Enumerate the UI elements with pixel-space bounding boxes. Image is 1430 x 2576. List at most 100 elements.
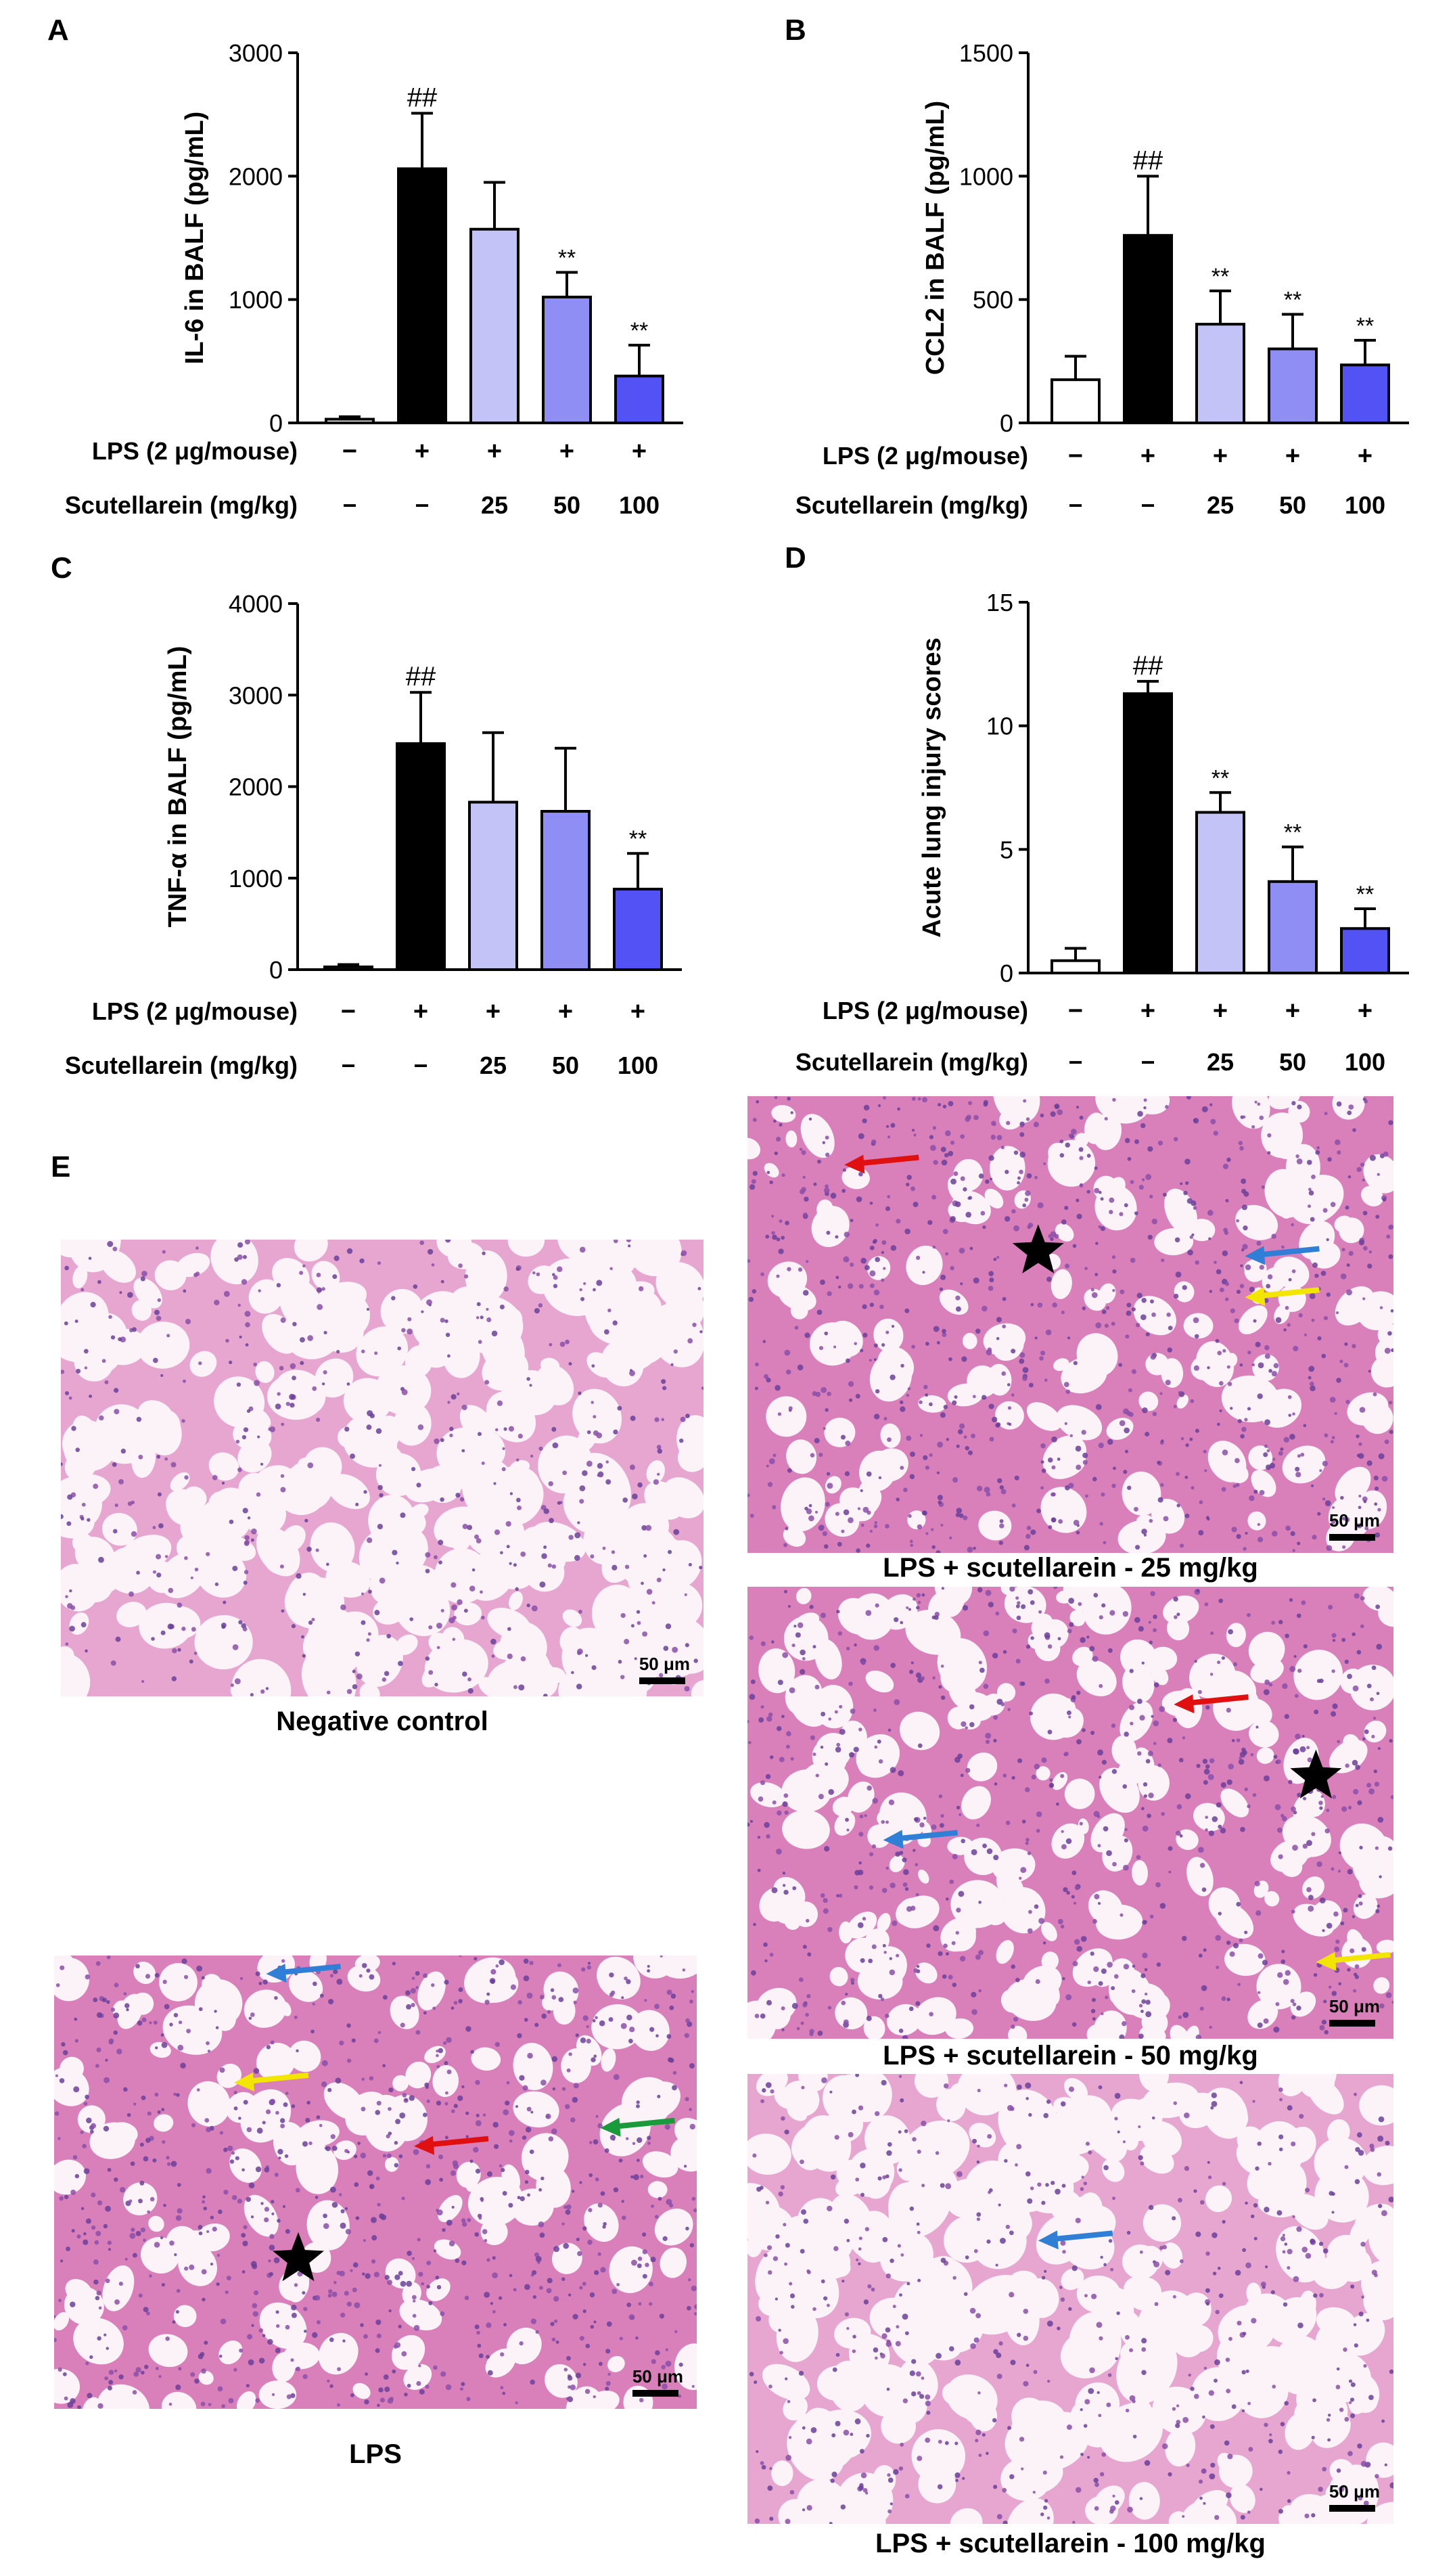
cell-nucleus (1040, 2512, 1044, 2516)
cell-nucleus (765, 2200, 770, 2205)
cell-nucleus (792, 1886, 797, 1891)
alveolar-space (1189, 1653, 1236, 1699)
cell-nucleus (975, 2429, 982, 2435)
cell-nucleus (1239, 2081, 1243, 2085)
cell-nucleus (1076, 1945, 1083, 1952)
cell-nucleus (848, 2131, 854, 2138)
cell-nucleus (1282, 2250, 1286, 2254)
caption-scut-25: LPS + scutellarein - 25 mg/kg (883, 1553, 1258, 1583)
cell-nucleus (1181, 1936, 1187, 1941)
cell-nucleus (843, 1256, 850, 1263)
cell-nucleus (139, 2142, 144, 2147)
cell-nucleus (1147, 1750, 1153, 1757)
alveolar-space (939, 1289, 969, 1315)
cell-nucleus (1227, 2454, 1233, 2460)
alveolar-space (438, 2194, 463, 2223)
cell-nucleus (887, 2477, 894, 2483)
cell-nucleus (1042, 1941, 1046, 1945)
alveolar-space (1120, 1701, 1153, 1742)
cell-nucleus (1308, 1188, 1312, 1192)
cell-nucleus (1100, 2255, 1103, 2259)
cell-nucleus (936, 1340, 940, 1345)
cell-nucleus (1145, 2011, 1152, 2018)
cell-nucleus (274, 1995, 278, 2000)
cell-nucleus (642, 2274, 647, 2279)
alveolar-space (64, 1324, 106, 1368)
cell-nucleus (839, 1704, 843, 1709)
cell-nucleus (1068, 1598, 1075, 1604)
cell-nucleus (1038, 1918, 1045, 1924)
cell-nucleus (291, 2312, 297, 2318)
alveolar-space (1111, 1735, 1137, 1766)
cell-nucleus (411, 2002, 415, 2008)
cell-nucleus (543, 1545, 547, 1550)
cell-nucleus (425, 2179, 432, 2186)
cell-nucleus (1322, 2248, 1329, 2254)
cell-nucleus (262, 2334, 266, 2338)
cell-nucleus (557, 1266, 563, 1272)
cell-nucleus (787, 1468, 792, 1473)
cell-nucleus (522, 2135, 527, 2140)
cell-nucleus (653, 1479, 659, 1485)
cell-nucleus (376, 2100, 382, 2106)
cell-nucleus (900, 2443, 904, 2447)
cell-nucleus (130, 2161, 135, 2166)
cell-nucleus (1230, 1308, 1235, 1313)
cell-nucleus (781, 1236, 785, 1240)
cell-nucleus (304, 2329, 307, 2333)
cell-nucleus (1358, 1240, 1365, 1246)
cell-nucleus (1212, 2232, 1218, 2238)
cell-nucleus (138, 1454, 143, 1460)
cell-nucleus (1084, 1267, 1088, 1270)
cell-nucleus (660, 1956, 663, 1958)
alveolar-space (816, 2245, 851, 2279)
cell-nucleus (591, 2057, 596, 2062)
cell-nucleus (425, 1656, 430, 1661)
cell-nucleus (344, 2290, 349, 2296)
alveolar-space (646, 1460, 665, 1484)
cell-nucleus (1366, 2318, 1370, 2322)
cell-nucleus (1307, 1204, 1312, 1208)
cell-nucleus (1157, 1140, 1163, 1146)
cell-nucleus (579, 1288, 582, 1292)
cell-nucleus (522, 2085, 528, 2091)
cell-nucleus (691, 2385, 695, 2388)
cell-nucleus (1383, 1151, 1389, 1157)
cell-nucleus (1264, 2422, 1268, 2427)
cell-nucleus (59, 2078, 65, 2083)
cell-nucleus (1268, 1369, 1272, 1373)
alveolar-space (255, 1361, 275, 1383)
cell-nucleus (1161, 1811, 1166, 1816)
cell-nucleus (74, 2017, 78, 2021)
alveolar-space (1370, 1355, 1393, 1388)
cell-nucleus (440, 2371, 446, 2377)
cell-nucleus (1240, 1434, 1245, 1439)
cell-nucleus (1263, 2018, 1269, 2024)
cell-nucleus (526, 1377, 530, 1381)
cell-nucleus (1377, 1173, 1380, 1176)
cell-nucleus (587, 1962, 591, 1965)
cell-nucleus (227, 2145, 233, 2152)
cell-nucleus (751, 1970, 756, 1976)
cell-nucleus (1241, 2370, 1246, 2375)
scutellarein-value-4: 100 (1345, 491, 1385, 519)
cell-nucleus (1086, 1154, 1091, 1158)
cell-nucleus (515, 1458, 520, 1462)
cell-nucleus (1002, 1324, 1007, 1329)
cell-nucleus (388, 2309, 392, 2313)
alveolar-space (284, 1307, 343, 1359)
cell-nucleus (214, 2010, 217, 2013)
cell-nucleus (1207, 1773, 1214, 1780)
cell-nucleus (1071, 2022, 1077, 2027)
cell-nucleus (129, 2232, 136, 2239)
cell-nucleus (971, 1991, 977, 1998)
cell-nucleus (1109, 2509, 1114, 2514)
cell-nucleus (1311, 1174, 1316, 1179)
cell-nucleus (1111, 1986, 1115, 1991)
cell-nucleus (621, 1996, 624, 1999)
cell-nucleus (65, 1595, 68, 1598)
cell-nucleus (747, 1822, 750, 1827)
histology-image-lps: 50 μm (54, 1956, 697, 2409)
cell-nucleus (860, 1257, 867, 1264)
